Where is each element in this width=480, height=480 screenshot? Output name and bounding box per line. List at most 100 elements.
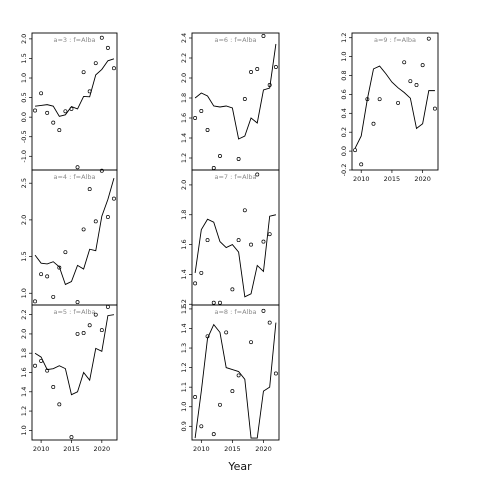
data-point bbox=[218, 402, 222, 407]
panel-3: a=9 : f=Alba -0.2 0.0 0.2 0.4 0.6 0.8 1.0 1.2 201… bbox=[340, 32, 439, 183]
data-point bbox=[432, 106, 437, 111]
data-point bbox=[402, 60, 407, 65]
y-tick-label: 1.5 bbox=[20, 53, 28, 63]
data-point bbox=[193, 395, 198, 399]
data-point bbox=[261, 239, 266, 244]
data-point bbox=[105, 304, 110, 309]
panel-5: a=7 : f=Alba 1.2 1.4 1.6 1.8 2.0 bbox=[180, 169, 280, 309]
y-tick-label: -1.0 bbox=[20, 150, 28, 163]
data-point bbox=[75, 300, 80, 305]
data-point bbox=[273, 65, 278, 69]
panel-frame bbox=[31, 169, 118, 306]
data-point bbox=[218, 154, 222, 158]
y-tick-label: 1.8 bbox=[180, 93, 188, 103]
data-point bbox=[105, 45, 110, 50]
data-point bbox=[75, 165, 80, 170]
panel-title: a=4 : f=Alba bbox=[54, 173, 96, 181]
y-tick-label: 1.4 bbox=[180, 269, 188, 279]
data-point bbox=[87, 187, 92, 192]
data-point bbox=[199, 270, 204, 275]
y-tick-label: 1.0 bbox=[340, 51, 348, 61]
data-point bbox=[87, 89, 92, 94]
y-tick-label: 1.6 bbox=[20, 367, 28, 377]
data-point bbox=[230, 287, 235, 292]
fit-line bbox=[34, 314, 115, 396]
data-point bbox=[255, 67, 260, 71]
data-point bbox=[242, 97, 247, 101]
y-tick-label: 1.2 bbox=[180, 299, 188, 309]
data-point bbox=[57, 402, 62, 407]
fit-line bbox=[34, 58, 115, 117]
panel-frame bbox=[191, 169, 280, 306]
data-point bbox=[249, 70, 253, 74]
data-point bbox=[51, 385, 56, 389]
y-tick-label: 2.0 bbox=[20, 34, 28, 44]
x-tick-label: 2020 bbox=[94, 445, 111, 453]
data-point bbox=[236, 373, 241, 378]
data-point bbox=[230, 389, 235, 394]
data-point bbox=[396, 100, 401, 105]
y-tick-label: 1.0 bbox=[20, 288, 28, 298]
y-tick-label: 2.2 bbox=[180, 53, 188, 63]
x-tick-label: 2020 bbox=[255, 445, 272, 453]
y-tick-label: -0.2 bbox=[340, 164, 348, 177]
data-point bbox=[99, 328, 104, 333]
y-tick-label: 2.2 bbox=[20, 309, 28, 319]
x-tick-label: 2010 bbox=[33, 445, 50, 453]
y-tick-label: 2.0 bbox=[20, 215, 28, 225]
y-tick-label: 2.0 bbox=[180, 180, 188, 190]
fit-line bbox=[194, 214, 276, 298]
y-tick-label: 1.0 bbox=[20, 425, 28, 435]
data-point bbox=[57, 128, 62, 133]
data-point bbox=[69, 106, 74, 111]
y-tick-label: 1.0 bbox=[20, 73, 28, 83]
data-point bbox=[81, 227, 86, 232]
data-point bbox=[112, 66, 116, 71]
y-tick-label: 0.0 bbox=[340, 146, 348, 156]
y-tick-label: 1.4 bbox=[20, 387, 28, 397]
data-point bbox=[99, 35, 104, 40]
y-tick-label: 1.6 bbox=[180, 113, 188, 123]
data-point bbox=[93, 219, 98, 224]
panel-frame bbox=[31, 32, 118, 171]
y-tick-label: 1.4 bbox=[180, 133, 188, 143]
data-point bbox=[193, 281, 198, 286]
data-point bbox=[45, 110, 50, 115]
y-tick-label: 0.6 bbox=[340, 89, 348, 99]
y-tick-label: -0.5 bbox=[20, 130, 28, 143]
panel-frame bbox=[191, 32, 280, 171]
y-tick-label: 0.8 bbox=[340, 70, 348, 80]
data-point bbox=[87, 323, 92, 328]
data-point bbox=[236, 238, 241, 243]
panel-title: a=8 : f=Alba bbox=[215, 308, 257, 316]
y-tick-label: 1.8 bbox=[180, 210, 188, 220]
x-tick-label: 2015 bbox=[63, 445, 80, 453]
y-tick-label: 0.4 bbox=[340, 108, 348, 118]
data-point bbox=[93, 61, 98, 66]
fit-line bbox=[34, 177, 115, 286]
data-point bbox=[242, 208, 247, 213]
data-point bbox=[273, 371, 278, 376]
x-tick-label: 2010 bbox=[193, 445, 210, 453]
data-point bbox=[249, 340, 253, 345]
data-point bbox=[57, 265, 62, 270]
data-point bbox=[211, 166, 216, 170]
y-tick-label: 0.5 bbox=[20, 92, 28, 102]
data-point bbox=[51, 294, 56, 299]
data-point bbox=[45, 368, 50, 373]
data-point bbox=[112, 196, 116, 201]
data-point bbox=[39, 91, 44, 96]
data-point bbox=[205, 334, 210, 339]
data-point bbox=[377, 97, 382, 102]
data-point bbox=[63, 250, 68, 255]
panel-frame bbox=[351, 32, 439, 171]
data-point bbox=[261, 308, 266, 313]
panel-title: a=7 : f=Alba bbox=[215, 173, 257, 181]
data-point bbox=[81, 70, 86, 75]
y-tick-label: 1.2 bbox=[20, 406, 28, 416]
fit-line bbox=[354, 65, 435, 149]
y-tick-label: 1.5 bbox=[180, 304, 188, 314]
panel-frame bbox=[191, 304, 280, 441]
data-point bbox=[199, 424, 204, 429]
